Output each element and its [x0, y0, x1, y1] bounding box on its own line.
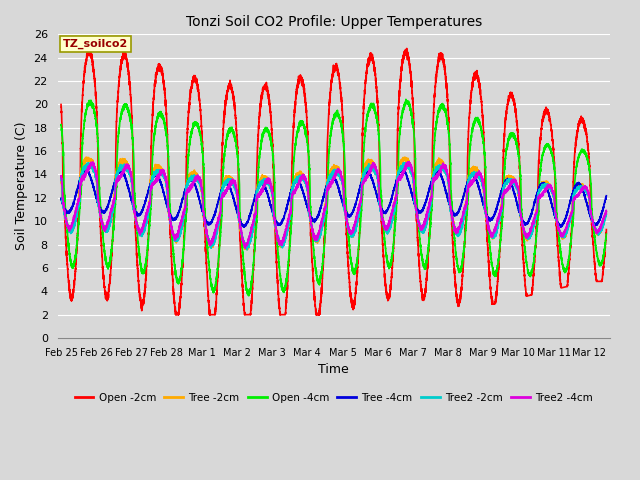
X-axis label: Time: Time — [318, 363, 349, 376]
Legend: Open -2cm, Tree -2cm, Open -4cm, Tree -4cm, Tree2 -2cm, Tree2 -4cm: Open -2cm, Tree -2cm, Open -4cm, Tree -4… — [70, 389, 597, 407]
Y-axis label: Soil Temperature (C): Soil Temperature (C) — [15, 122, 28, 251]
Text: TZ_soilco2: TZ_soilco2 — [63, 38, 128, 49]
Title: Tonzi Soil CO2 Profile: Upper Temperatures: Tonzi Soil CO2 Profile: Upper Temperatur… — [186, 15, 482, 29]
